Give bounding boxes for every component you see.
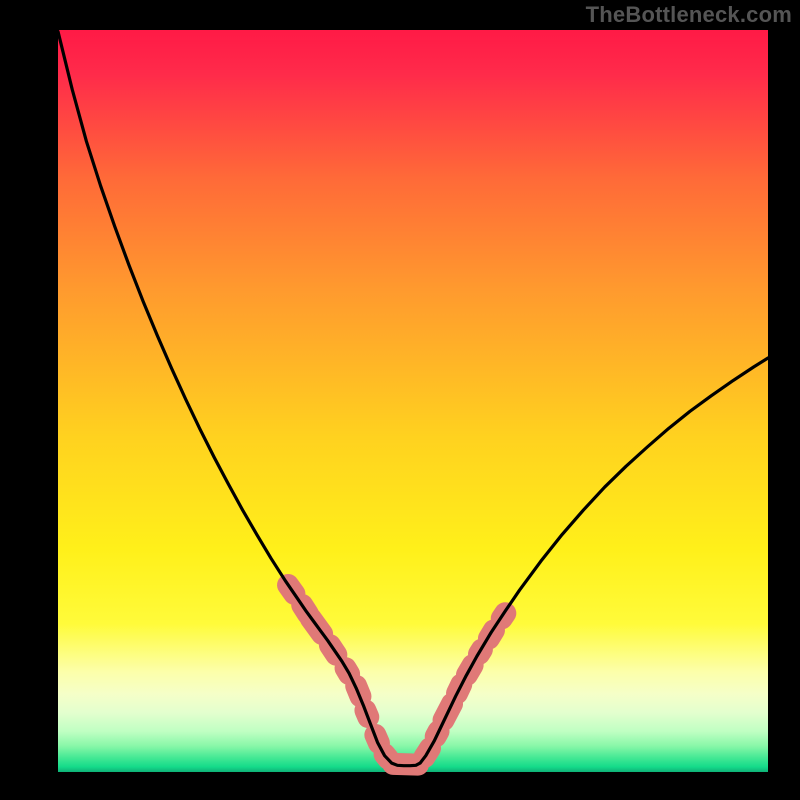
watermark-text: TheBottleneck.com — [586, 2, 792, 28]
bottleneck-chart — [0, 0, 800, 800]
plot-background — [58, 30, 768, 772]
chart-container: TheBottleneck.com — [0, 0, 800, 800]
